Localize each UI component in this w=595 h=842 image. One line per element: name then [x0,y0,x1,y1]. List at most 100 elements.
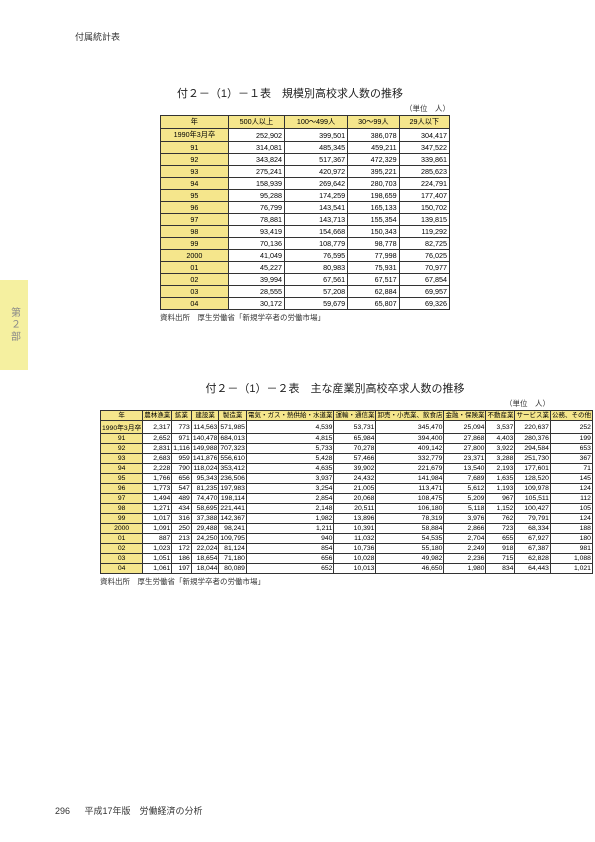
value-cell: 1,091 [143,524,172,534]
value-cell: 5,209 [444,494,486,504]
column-header: 卸売・小売業、飲食店 [376,411,444,421]
value-cell: 854 [246,544,334,554]
value-cell: 1,773 [143,484,172,494]
column-header: 金融・保険業 [444,411,486,421]
table-row: 9595,288174,259198,659177,407 [161,190,450,202]
year-cell: 03 [101,554,143,564]
column-header: 500人以上 [228,116,284,129]
value-cell: 345,470 [376,421,444,434]
value-cell: 29,488 [191,524,219,534]
value-cell: 149,988 [191,444,219,454]
value-cell: 2,866 [444,524,486,534]
value-cell: 93,419 [228,226,284,238]
year-cell: 1990年3月卒 [161,129,229,142]
value-cell: 971 [172,434,192,444]
value-cell: 834 [486,564,515,574]
value-cell: 23,371 [444,454,486,464]
table-row: 9676,799143,541165,133150,702 [161,202,450,214]
column-header: 公務、その他 [550,411,592,421]
value-cell: 353,412 [219,464,247,474]
value-cell: 67,854 [399,274,449,286]
value-cell: 69,957 [399,286,449,298]
value-cell: 65,984 [334,434,376,444]
value-cell: 59,679 [284,298,347,310]
value-cell: 77,998 [348,250,400,262]
value-cell: 4,539 [246,421,334,434]
value-cell: 54,535 [376,534,444,544]
side-tab-part2: 第２部 [0,280,28,370]
page-footer: 296 平成17年版 労働経済の分析 [55,804,203,817]
value-cell: 3,922 [486,444,515,454]
value-cell: 55,180 [376,544,444,554]
value-cell: 98,241 [219,524,247,534]
table-row: 9778,881143,713155,354139,815 [161,214,450,226]
value-cell: 65,807 [348,298,400,310]
value-cell: 100,427 [515,504,551,514]
value-cell: 236,506 [219,474,247,484]
year-cell: 94 [161,178,229,190]
value-cell: 39,902 [334,464,376,474]
value-cell: 2,249 [444,544,486,554]
table-row: 9893,419154,668150,343119,292 [161,226,450,238]
table-row: 912,652971140,478684,0134,81565,984394,4… [101,434,593,444]
year-cell: 91 [161,142,229,154]
value-cell: 1,193 [486,484,515,494]
table-row: 981,27143458,695221,4412,14820,511106,18… [101,504,593,514]
value-cell: 485,345 [284,142,347,154]
value-cell: 70,278 [334,444,376,454]
value-cell: 2,236 [444,554,486,564]
value-cell: 58,884 [376,524,444,534]
value-cell: 27,868 [444,434,486,444]
value-cell: 82,725 [399,238,449,250]
value-cell: 45,227 [228,262,284,274]
value-cell: 395,221 [348,166,400,178]
value-cell: 142,367 [219,514,247,524]
value-cell: 386,078 [348,129,400,142]
year-cell: 94 [101,464,143,474]
year-cell: 97 [161,214,229,226]
table-row: 942,228790118,024353,4124,63539,902221,6… [101,464,593,474]
value-cell: 128,520 [515,474,551,484]
value-cell: 30,172 [228,298,284,310]
value-cell: 1,116 [172,444,192,454]
table-row: 961,77354781,235197,9833,25421,005113,47… [101,484,593,494]
column-header: 製造業 [219,411,247,421]
value-cell: 11,032 [334,534,376,544]
table-row: 991,01731637,388142,3671,98213,89678,319… [101,514,593,524]
value-cell: 762 [486,514,515,524]
value-cell: 172 [172,544,192,554]
value-cell: 316 [172,514,192,524]
value-cell: 656 [172,474,192,484]
value-cell: 95,288 [228,190,284,202]
value-cell: 105,511 [515,494,551,504]
value-cell: 220,637 [515,421,551,434]
column-header: 建設業 [191,411,219,421]
value-cell: 46,650 [376,564,444,574]
value-cell: 394,400 [376,434,444,444]
year-cell: 99 [101,514,143,524]
table-row: 932,683959141,876556,6105,42857,466332,7… [101,454,593,464]
value-cell: 571,985 [219,421,247,434]
year-cell: 95 [101,474,143,484]
value-cell: 150,343 [348,226,400,238]
value-cell: 18,654 [191,554,219,564]
value-cell: 285,623 [399,166,449,178]
value-cell: 197,983 [219,484,247,494]
value-cell: 113,471 [376,484,444,494]
value-cell: 198,659 [348,190,400,202]
value-cell: 124 [550,484,592,494]
value-cell: 981 [550,544,592,554]
table2-unit: （単位 人） [100,398,550,409]
value-cell: 1,211 [246,524,334,534]
value-cell: 155,354 [348,214,400,226]
year-cell: 93 [101,454,143,464]
table-row: 91314,081485,345459,211347,522 [161,142,450,154]
value-cell: 25,094 [444,421,486,434]
table-row: 92343,824517,367472,329339,861 [161,154,450,166]
value-cell: 294,584 [515,444,551,454]
value-cell: 489 [172,494,192,504]
value-cell: 27,800 [444,444,486,454]
table-row: 0328,55557,20862,88469,957 [161,286,450,298]
value-cell: 108,779 [284,238,347,250]
value-cell: 39,994 [228,274,284,286]
